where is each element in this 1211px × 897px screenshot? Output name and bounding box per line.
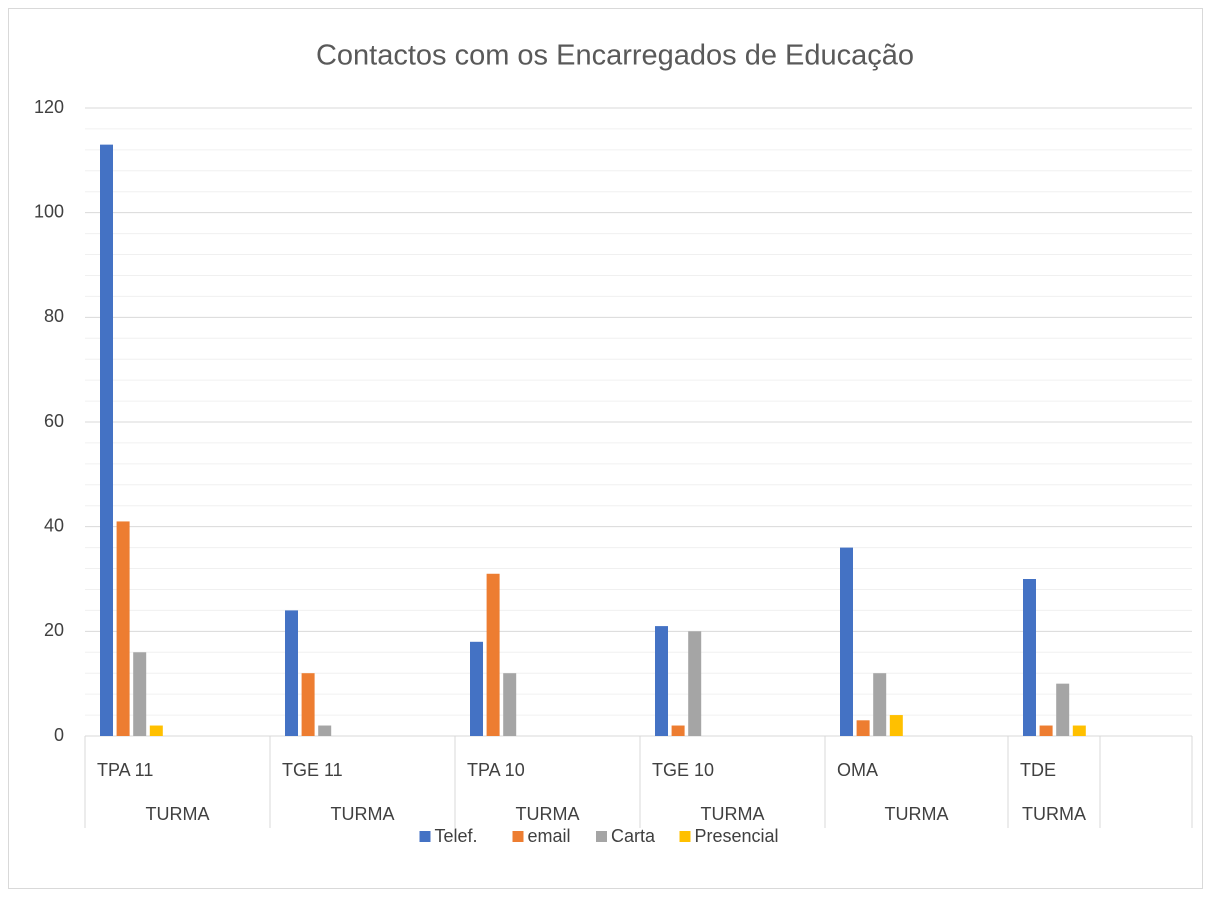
group-label: TURMA <box>1022 804 1086 824</box>
group-label: TURMA <box>885 804 949 824</box>
bar <box>100 144 113 737</box>
group-label: TURMA <box>146 804 210 824</box>
legend-swatch <box>419 831 431 842</box>
bar <box>856 720 870 736</box>
group-label: TURMA <box>516 804 580 824</box>
bar <box>285 610 298 736</box>
bar <box>1023 579 1036 736</box>
bar <box>889 715 903 736</box>
bar <box>1056 683 1070 736</box>
y-tick-label: 40 <box>44 515 64 535</box>
bar <box>1039 725 1053 736</box>
y-tick-label: 80 <box>44 306 64 326</box>
legend-label: Presencial <box>695 826 779 846</box>
bar <box>149 725 163 736</box>
x-tick-label: TGE 10 <box>652 760 714 780</box>
bar <box>1072 725 1086 736</box>
x-tick-label: TDE <box>1020 760 1056 780</box>
bar <box>470 641 483 736</box>
y-tick-label: 60 <box>44 411 64 431</box>
x-tick-label: TGE 11 <box>282 760 343 780</box>
bar <box>688 631 702 736</box>
legend-swatch <box>679 831 691 842</box>
y-tick-label: 20 <box>44 620 64 640</box>
bar <box>301 673 315 736</box>
legend-label: Carta <box>611 826 656 846</box>
y-tick-label: 0 <box>54 725 64 745</box>
legend-swatch <box>512 831 524 842</box>
bar <box>671 725 685 736</box>
group-label: TURMA <box>701 804 765 824</box>
bar <box>486 573 500 736</box>
bar <box>503 673 517 736</box>
y-tick-label: 120 <box>34 97 64 117</box>
bar <box>133 652 147 736</box>
chart-border <box>8 8 1203 889</box>
x-tick-label: TPA 10 <box>467 760 525 780</box>
y-tick-label: 100 <box>34 201 64 221</box>
group-label: TURMA <box>331 804 395 824</box>
bar <box>840 547 853 736</box>
bar <box>655 626 668 736</box>
x-tick-label: TPA 11 <box>97 760 153 780</box>
bar <box>873 673 887 736</box>
legend-label: email <box>528 826 571 846</box>
x-tick-label: OMA <box>837 760 878 780</box>
bar <box>116 521 130 736</box>
legend-label: Telef. <box>435 826 478 846</box>
chart-title: Contactos com os Encarregados de Educaçã… <box>316 40 914 72</box>
legend-swatch <box>596 831 607 842</box>
bar <box>318 725 332 736</box>
